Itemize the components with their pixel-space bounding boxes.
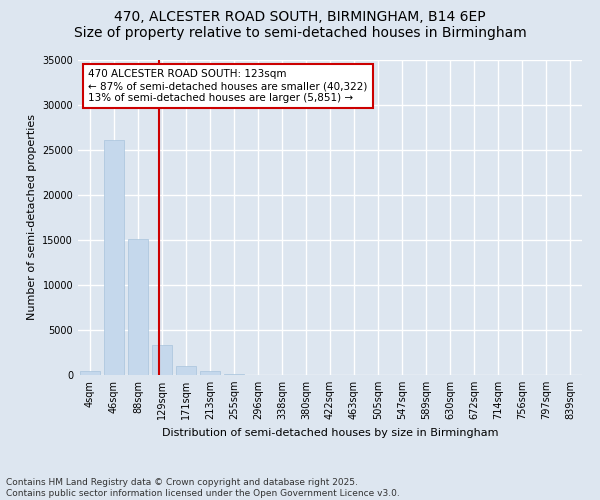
Bar — [128, 239, 148, 375]
Bar — [200, 371, 220, 375]
Bar — [176, 366, 196, 375]
Text: 470, ALCESTER ROAD SOUTH, BIRMINGHAM, B14 6EP
Size of property relative to semi-: 470, ALCESTER ROAD SOUTH, BIRMINGHAM, B1… — [74, 10, 526, 40]
Text: Contains HM Land Registry data © Crown copyright and database right 2025.
Contai: Contains HM Land Registry data © Crown c… — [6, 478, 400, 498]
Bar — [152, 346, 172, 375]
Bar — [80, 372, 100, 375]
X-axis label: Distribution of semi-detached houses by size in Birmingham: Distribution of semi-detached houses by … — [162, 428, 498, 438]
Bar — [224, 374, 244, 375]
Y-axis label: Number of semi-detached properties: Number of semi-detached properties — [27, 114, 37, 320]
Text: 470 ALCESTER ROAD SOUTH: 123sqm
← 87% of semi-detached houses are smaller (40,32: 470 ALCESTER ROAD SOUTH: 123sqm ← 87% of… — [88, 70, 367, 102]
Bar — [104, 140, 124, 375]
